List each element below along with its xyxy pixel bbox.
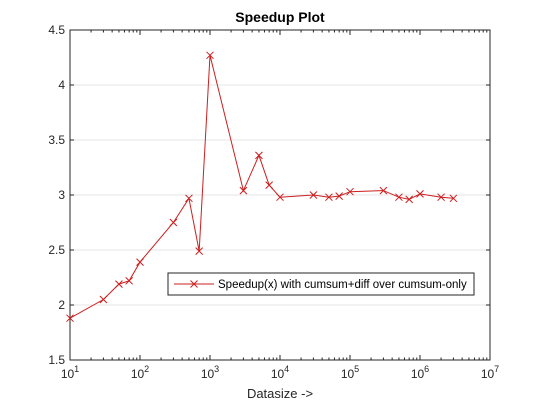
x-tick-label: 104 <box>271 364 289 381</box>
data-point-marker <box>416 190 424 198</box>
y-tick-label: 3 <box>58 188 65 202</box>
data-point-marker <box>169 218 178 227</box>
data-point-marker <box>449 194 458 203</box>
legend-marker <box>190 280 198 288</box>
data-point-marker <box>309 191 318 199</box>
data-point-marker <box>346 187 354 196</box>
data-point-marker <box>125 276 134 285</box>
y-tick-label: 2 <box>58 298 65 312</box>
x-tick-label: 101 <box>61 364 79 381</box>
data-point-marker <box>185 194 193 203</box>
data-point-marker <box>325 193 333 202</box>
x-axis-label: Datasize -> <box>247 386 313 401</box>
data-point-marker <box>99 295 108 304</box>
data-point-marker <box>206 51 214 60</box>
x-tick-label: 103 <box>201 364 219 381</box>
data-point-marker <box>379 186 388 195</box>
data-point-marker <box>66 314 74 323</box>
y-tick-label: 2.5 <box>48 243 65 257</box>
data-point-marker <box>255 151 263 160</box>
legend: Speedup(x) with cumsum+diff over cumsum-… <box>167 272 475 296</box>
series-layer <box>66 51 458 323</box>
axes: 1.5 2 2.5 3 3.5 4 4.5 101 102 103 104 105 106 107 <box>48 23 499 381</box>
y-tick-label: 3.5 <box>48 133 65 147</box>
x-tick-label: 106 <box>411 364 429 381</box>
legend-box <box>167 272 475 296</box>
data-point-marker <box>395 193 403 202</box>
y-tick-label: 4.5 <box>48 23 65 37</box>
data-point-marker <box>335 192 344 200</box>
data-point-marker <box>239 186 248 195</box>
data-point-marker <box>115 280 123 288</box>
data-point-marker <box>195 247 204 255</box>
gridlines <box>70 84 490 306</box>
x-tick-label: 102 <box>131 364 149 381</box>
data-point-marker <box>276 193 284 202</box>
data-point-marker <box>265 181 274 189</box>
x-tick-label: 107 <box>481 364 499 381</box>
y-tick-label: 4 <box>58 78 65 92</box>
x-tick-label: 105 <box>341 364 359 381</box>
data-point-marker <box>405 195 414 204</box>
legend-label: Speedup(x) with cumsum+diff over cumsum-… <box>218 279 467 291</box>
y-tick-label: 1.5 <box>48 353 65 367</box>
data-point-marker <box>437 193 445 202</box>
chart-title: Speedup Plot <box>235 9 325 25</box>
data-point-marker <box>136 258 144 266</box>
